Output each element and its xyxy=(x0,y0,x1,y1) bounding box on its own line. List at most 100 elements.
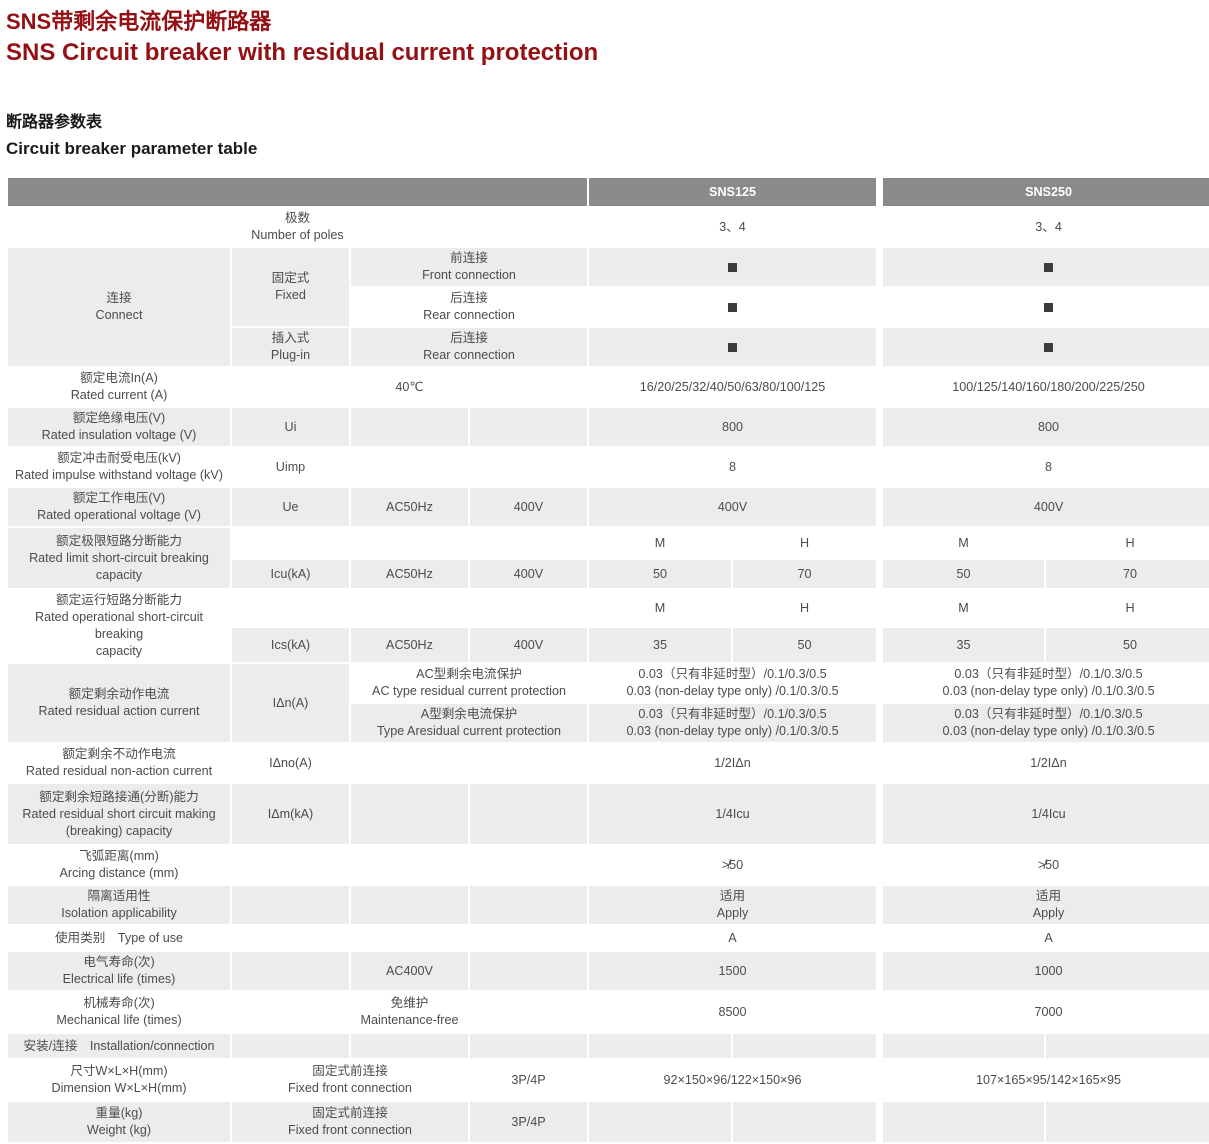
residual-nonaction-cell-5: 1/2IΔn xyxy=(878,744,1209,782)
parameter-table: SNS125 SNS250 极数 Number of poles 3、4 3、4 连接 Con… xyxy=(6,176,1209,1144)
filled-square-marker xyxy=(1044,262,1054,272)
filled-square-marker xyxy=(1044,302,1054,312)
dimension-cell-2: 3P/4P xyxy=(470,1060,587,1100)
residual-making-label: 额定剩余短路接通(分断)能力 Rated residual short circu… xyxy=(8,784,230,844)
electrical-life-cell-1 xyxy=(232,952,349,990)
filled-square-marker xyxy=(728,262,737,272)
installation-cell-4 xyxy=(589,1034,731,1058)
connect-rear-plugin-cell-2 xyxy=(589,328,877,366)
insulation-voltage-cell-5: 800 xyxy=(878,408,1209,446)
residual-ac-type-cell-4: 0.03（只有非延时型）/0.1/0.3/0.5 0.03 (non-delay … xyxy=(878,664,1209,702)
impulse-voltage-cell-3 xyxy=(470,448,587,486)
mechanical-life-cell-2: 免维护 Maintenance-free xyxy=(351,992,468,1032)
row-type-of-use: 使用类别 Type of use A A xyxy=(8,926,1209,950)
connect-rear-fixed-cell-0: 后连接 Rear connection xyxy=(351,288,587,326)
operational-ics-cell-6: 50 xyxy=(1046,628,1209,662)
row-installation: 安装/连接 Installation/connection xyxy=(8,1034,1209,1058)
isolation-cell-4: 适用 Apply xyxy=(589,886,877,924)
row-residual-a-type: A型剩余电流保护 Type Aresidual current protectio… xyxy=(8,704,1209,742)
operational-ics-cell-0: Ics(kA) xyxy=(232,628,349,662)
electrical-life-cell-3 xyxy=(470,952,587,990)
limit-icu-cell-1: AC50Hz xyxy=(351,560,468,588)
poles-label: 极数 Number of poles xyxy=(8,208,587,246)
poles-cell-1: 3、4 xyxy=(589,208,877,246)
row-arcing-distance: 飞弧距离(mm) Arcing distance (mm) ≯50 ≯50 xyxy=(8,846,1209,884)
row-connect-rear-plugin: 插入式 Plug-in 后连接 Rear connection xyxy=(8,328,1209,366)
row-connect-rear-fixed: 后连接 Rear connection xyxy=(8,288,1209,326)
limit-mh-cell-4: M xyxy=(589,528,731,558)
installation-label: 安装/连接 Installation/connection xyxy=(8,1034,230,1058)
type-of-use-cell-1 xyxy=(232,926,349,950)
row-operational-mh: 额定运行短路分断能力 Rated operational short-circui… xyxy=(8,590,1209,662)
sns250-rated-current: 100/125/140/160/180/200/225/250 xyxy=(878,368,1209,406)
arcing-distance-cell-4: ≯50 xyxy=(589,846,877,884)
installation-cell-5 xyxy=(733,1034,877,1058)
residual-ac-type-cell-2: AC型剩余电流保护 AC type residual current protec… xyxy=(351,664,587,702)
isolation-cell-3 xyxy=(470,886,587,924)
weight-cell-5 xyxy=(878,1102,1045,1142)
weight-label: 重量(kg) Weight (kg) xyxy=(8,1102,230,1142)
rated-current-cell-3 xyxy=(470,368,587,406)
operational-voltage-label: 额定工作电压(V) Rated operational voltage (V) xyxy=(8,488,230,526)
parameter-table-body: SNS125 SNS250 极数 Number of poles 3、4 3、4 连接 Con… xyxy=(8,178,1209,1142)
impulse-voltage-cell-5: 8 xyxy=(878,448,1209,486)
residual-making-cell-4: 1/4Icu xyxy=(589,784,877,844)
operational-voltage-cell-4: 400V xyxy=(589,488,877,526)
row-insulation-voltage: 额定绝缘电压(V) Rated insulation voltage (V) Ui 8… xyxy=(8,408,1209,446)
row-limit-icu: Icu(kA) AC50Hz 400V 50 70 50 70 xyxy=(8,560,1209,588)
operational-voltage-cell-1: Ue xyxy=(232,488,349,526)
limit-mh-cell-7: H xyxy=(1046,528,1209,558)
connect-label: 连接 Connect xyxy=(8,248,230,366)
page-title-en: SNS Circuit breaker with residual curren… xyxy=(6,39,599,66)
limit-mh-cell-5: H xyxy=(733,528,877,558)
mechanical-life-label: 机械寿命(次) Mechanical life (times) xyxy=(8,992,230,1032)
operational-mh-cell-6: M xyxy=(878,590,1045,627)
residual-making-cell-2 xyxy=(351,784,468,844)
row-residual-nonaction: 额定剩余不动作电流 Rated residual non-action curre… xyxy=(8,744,1209,782)
operational-breaking-label: 额定运行短路分断能力 Rated operational short-circui… xyxy=(8,590,230,662)
operational-mh-cell-2 xyxy=(351,590,468,627)
poles-cell-2: 3、4 xyxy=(878,208,1209,246)
weight-cell-1: 固定式前连接 Fixed front connection xyxy=(232,1102,468,1142)
connect-front-cell-2: 前连接 Front connection xyxy=(351,248,587,286)
impulse-voltage-cell-4: 8 xyxy=(589,448,877,486)
row-header: SNS125 SNS250 xyxy=(8,178,1209,206)
residual-action-label: 额定剩余动作电流 Rated residual action current xyxy=(8,664,230,742)
insulation-voltage-cell-4: 800 xyxy=(589,408,877,446)
sns125-rated-current: 16/20/25/32/40/50/63/80/100/125 xyxy=(589,368,877,406)
mechanical-life-cell-5: 7000 xyxy=(878,992,1209,1032)
weight-cell-3 xyxy=(589,1102,731,1142)
insulation-voltage-cell-1: Ui xyxy=(232,408,349,446)
residual-a-type-cell-1: 0.03（只有非延时型）/0.1/0.3/0.5 0.03 (non-delay … xyxy=(589,704,877,742)
row-operational-ics: Ics(kA) AC50Hz 400V 35 50 35 50 xyxy=(8,628,1209,662)
operational-ics-cell-3: 35 xyxy=(589,628,731,662)
installation-cell-3 xyxy=(470,1034,587,1058)
arcing-distance-cell-3 xyxy=(470,846,587,884)
operational-ics-cell-4: 50 xyxy=(733,628,877,662)
dimension-label: 尺寸W×L×H(mm) Dimension W×L×H(mm) xyxy=(8,1060,230,1100)
col-header-sns250: SNS250 xyxy=(878,178,1209,206)
header-cell-0 xyxy=(8,178,587,206)
filled-square-marker xyxy=(728,302,737,312)
impulse-voltage-cell-2 xyxy=(351,448,468,486)
row-connect-front: 连接 Connect 固定式 Fixed 前连接 Front connection xyxy=(8,248,1209,366)
arcing-distance-label: 飞弧距离(mm) Arcing distance (mm) xyxy=(8,846,230,884)
residual-nonaction-cell-2 xyxy=(351,744,468,782)
connect-front-cell-3 xyxy=(589,248,877,286)
installation-cell-2 xyxy=(351,1034,468,1058)
operational-ics-cell-2: 400V xyxy=(470,628,587,662)
weight-cell-4 xyxy=(733,1102,877,1142)
operational-mh-cell-3 xyxy=(470,590,587,627)
insulation-voltage-cell-3 xyxy=(470,408,587,446)
operational-mh-cell-5: H xyxy=(733,590,877,627)
sns250-dimension: 107×165×95/142×165×95 xyxy=(878,1060,1209,1100)
limit-icu-cell-2: 400V xyxy=(470,560,587,588)
page-title-zh: SNS带剩余电流保护断路器 xyxy=(6,9,272,34)
limit-icu-cell-6: 70 xyxy=(1046,560,1209,588)
connect-front-cell-4 xyxy=(878,248,1209,286)
electrical-life-cell-5: 1000 xyxy=(878,952,1209,990)
row-impulse-voltage: 额定冲击耐受电压(kV) Rated impulse withstand volt… xyxy=(8,448,1209,486)
col-header-sns125: SNS125 xyxy=(589,178,877,206)
electrical-life-cell-2: AC400V xyxy=(351,952,468,990)
